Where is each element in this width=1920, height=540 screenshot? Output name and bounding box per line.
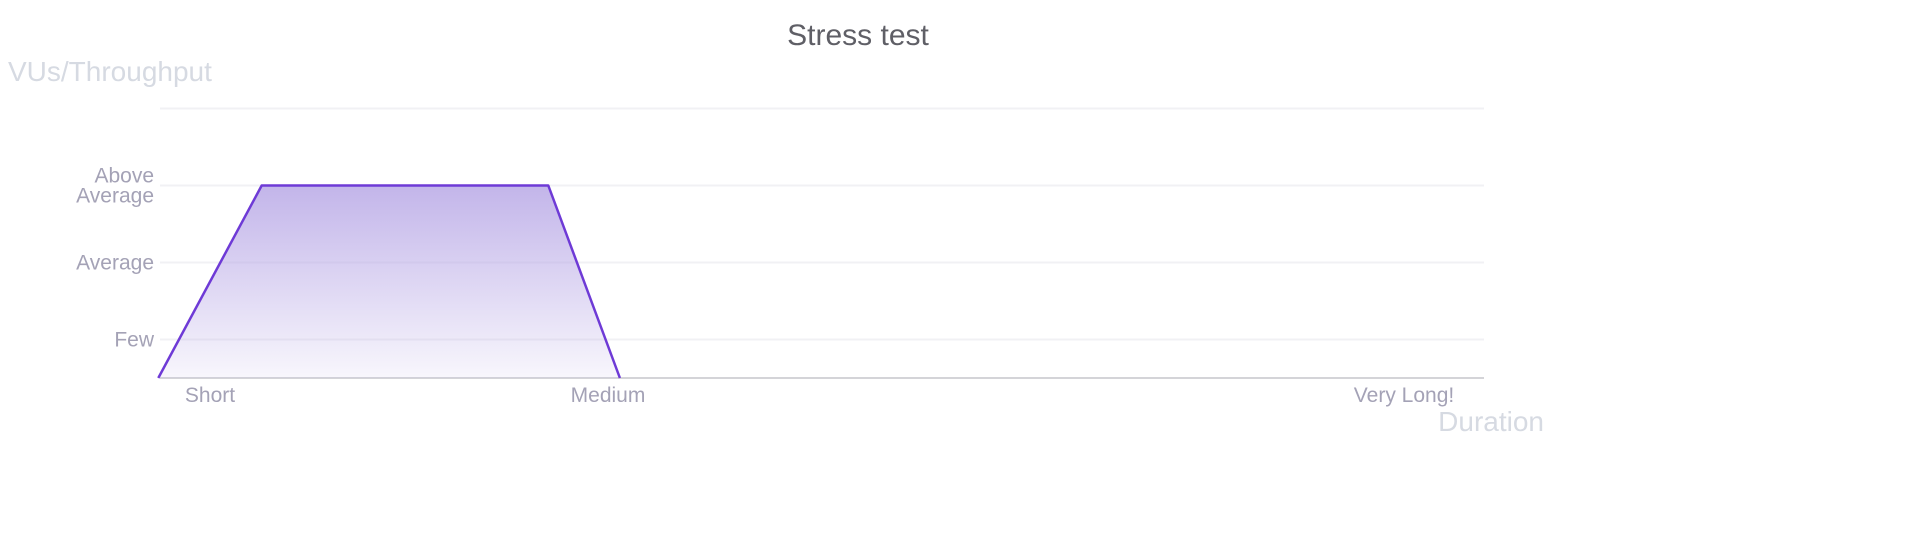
y-tick-label: Few — [114, 329, 155, 352]
y-tick-label-line: Few — [114, 329, 155, 352]
series-line — [157, 184, 622, 379]
y-tick-label-line: Average — [76, 185, 154, 208]
series-area — [158, 185, 620, 378]
y-tick-label: Average — [76, 252, 154, 275]
x-tick-label: Very Long! — [1354, 384, 1454, 407]
y-tick-label-line: Average — [76, 252, 154, 275]
y-tick-label-line: Above — [94, 165, 154, 188]
x-tick-label: Short — [185, 384, 235, 407]
y-tick-label: Above Average — [76, 165, 154, 208]
y-axis-label: VUs/Throughput — [8, 56, 212, 87]
x-axis-label: Duration — [1438, 406, 1544, 437]
x-tick-label: Medium — [571, 384, 646, 407]
chart-title: Stress test — [787, 19, 929, 52]
